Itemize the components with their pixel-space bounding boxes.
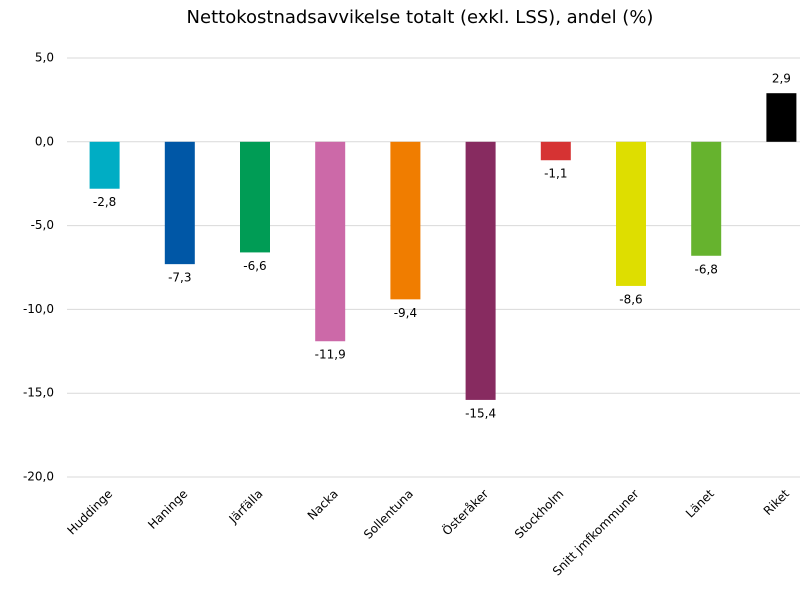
bar bbox=[766, 93, 797, 142]
data-label: 2,9 bbox=[772, 72, 791, 86]
data-label: -15,4 bbox=[465, 406, 496, 420]
y-tick-label: -10,0 bbox=[23, 302, 54, 316]
data-label: -8,6 bbox=[619, 292, 642, 306]
y-tick-label: 5,0 bbox=[35, 51, 54, 65]
data-label: -2,8 bbox=[93, 195, 116, 209]
x-tick-label: Riket bbox=[761, 486, 793, 518]
bar bbox=[465, 141, 496, 400]
bar bbox=[164, 141, 195, 265]
y-tick-label: -15,0 bbox=[23, 386, 54, 400]
y-tick-label: 0,0 bbox=[35, 134, 54, 148]
data-label: -7,3 bbox=[168, 271, 191, 285]
data-label: -6,6 bbox=[243, 259, 266, 273]
bar bbox=[315, 141, 346, 342]
bar bbox=[616, 141, 646, 286]
y-tick-label: -20,0 bbox=[23, 470, 54, 484]
bar bbox=[240, 141, 270, 253]
data-label: -1,1 bbox=[544, 167, 567, 181]
y-tick-label: -5,0 bbox=[31, 218, 54, 232]
bar bbox=[691, 141, 722, 256]
x-tick-label: Snitt jmfkommuner bbox=[550, 487, 642, 579]
bar bbox=[89, 141, 120, 189]
x-tick-label: Nacka bbox=[305, 487, 341, 523]
data-label: -6,8 bbox=[694, 262, 717, 276]
x-tick-label: Huddinge bbox=[64, 487, 115, 538]
bar bbox=[390, 141, 421, 300]
x-tick-label: Österåker bbox=[438, 485, 491, 538]
data-label: -9,4 bbox=[394, 306, 417, 320]
chart-title: Nettokostnadsavvikelse totalt (exkl. LSS… bbox=[187, 7, 654, 28]
x-tick-label: Stockholm bbox=[512, 487, 567, 542]
data-label: -11,9 bbox=[315, 348, 346, 362]
x-tick-label: Järfälla bbox=[226, 487, 266, 527]
bar bbox=[540, 141, 571, 161]
x-tick-label: Länet bbox=[683, 486, 717, 520]
x-tick-label: Sollentuna bbox=[361, 487, 416, 542]
x-tick-label: Haninge bbox=[145, 487, 190, 532]
